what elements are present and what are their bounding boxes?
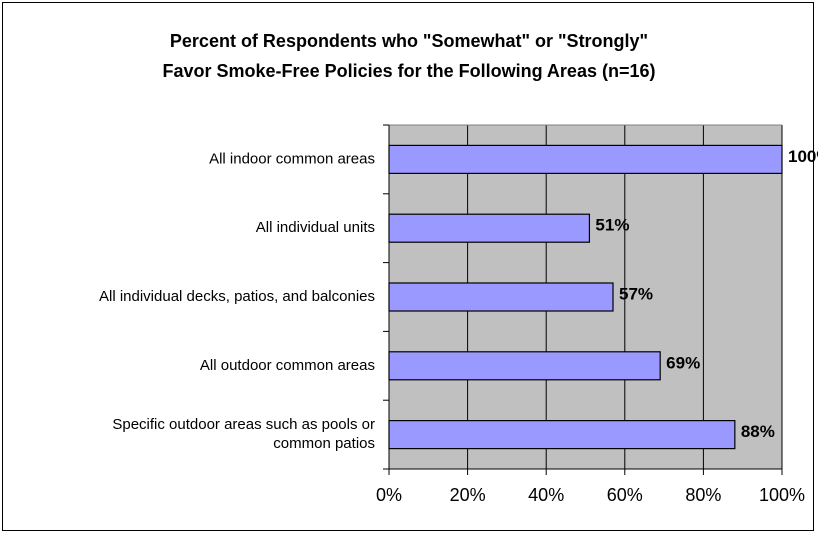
- data-label: 69%: [666, 353, 700, 372]
- data-label: 51%: [595, 216, 629, 235]
- bar: [388, 213, 591, 243]
- x-tick-label: 60%: [607, 485, 643, 505]
- x-tick-label: 100%: [759, 485, 805, 505]
- category-label: All outdoor common areas: [200, 357, 375, 374]
- category-label: common patios: [273, 435, 375, 452]
- bar: [388, 420, 736, 450]
- x-tick-label: 0%: [376, 485, 402, 505]
- category-label: All individual decks, patios, and balcon…: [99, 288, 375, 305]
- data-label: 88%: [741, 422, 775, 441]
- data-label: 57%: [619, 284, 653, 303]
- x-tick-label: 80%: [685, 485, 721, 505]
- chart-title-line-1: Percent of Respondents who "Somewhat" or…: [169, 31, 649, 51]
- category-label: All indoor common areas: [209, 150, 375, 167]
- category-label: Specific outdoor areas such as pools or: [112, 416, 375, 433]
- bar: [388, 351, 661, 381]
- data-label: 100%: [788, 147, 818, 166]
- bar: [388, 282, 614, 312]
- category-label: All individual units: [256, 219, 375, 236]
- x-tick-label: 20%: [450, 485, 486, 505]
- x-tick-label: 40%: [528, 485, 564, 505]
- chart-title-line-2: Favor Smoke-Free Policies for the Follow…: [162, 61, 656, 81]
- bar: [388, 144, 783, 174]
